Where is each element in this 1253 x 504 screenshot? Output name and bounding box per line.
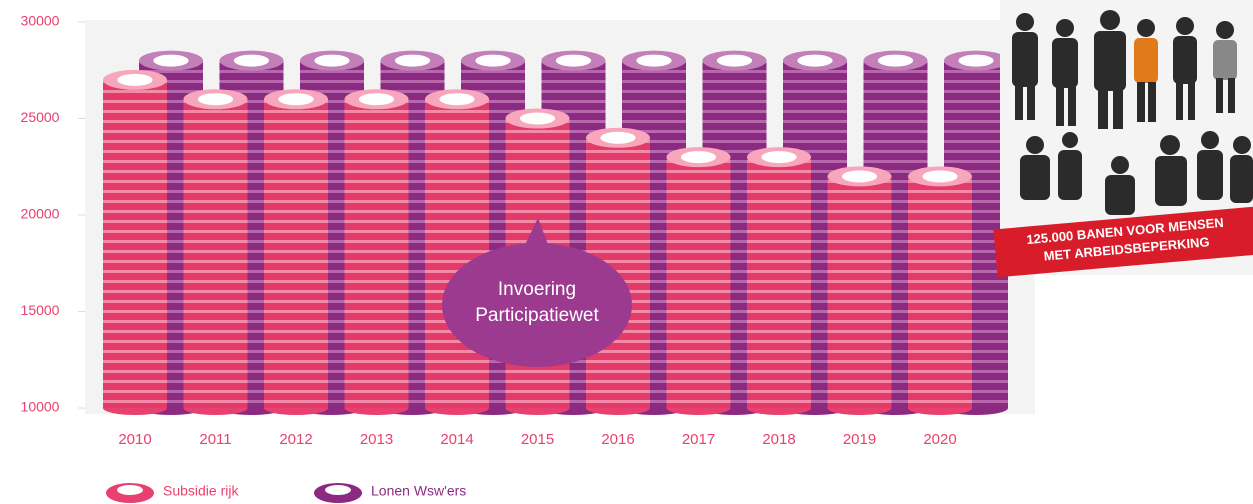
x-tick-label: 2018 bbox=[762, 431, 795, 448]
coin-center bbox=[877, 54, 914, 67]
coin-center bbox=[716, 54, 753, 67]
silhouettes bbox=[1012, 10, 1253, 215]
coin-center bbox=[233, 54, 270, 67]
x-tick-label: 2020 bbox=[923, 431, 956, 448]
bar bbox=[425, 99, 489, 408]
y-tick-label: 15000 bbox=[21, 302, 60, 318]
y-tick-label: 25000 bbox=[21, 109, 60, 125]
x-tick-label: 2014 bbox=[440, 431, 473, 448]
photo: 125.000 BANEN VOOR MENSEN MET ARBEIDSBEP… bbox=[993, 0, 1253, 278]
bar bbox=[103, 79, 167, 409]
legend-label: Subsidie rijk bbox=[163, 483, 239, 499]
coin-center bbox=[555, 54, 592, 67]
coin-center bbox=[761, 151, 797, 164]
x-tick-label: 2012 bbox=[279, 431, 312, 448]
annotation-text: Participatiewet bbox=[475, 305, 599, 326]
bar bbox=[344, 99, 409, 408]
bar bbox=[747, 157, 811, 408]
y-tick-label: 30000 bbox=[21, 13, 60, 29]
x-tick-label: 2019 bbox=[843, 431, 876, 448]
x-tick-label: 2016 bbox=[601, 431, 634, 448]
legend-label: Lonen Wsw'ers bbox=[371, 483, 466, 499]
annotation-text: Invoering bbox=[498, 279, 576, 300]
coin-center bbox=[636, 54, 672, 67]
coin-center bbox=[958, 54, 994, 67]
coin-center bbox=[519, 112, 556, 125]
coin-center bbox=[117, 73, 153, 86]
x-tick-label: 2011 bbox=[199, 431, 231, 448]
annotation-bubble bbox=[442, 243, 632, 367]
legend-swatch-center bbox=[325, 485, 351, 495]
bar bbox=[264, 99, 328, 408]
y-tick-label: 20000 bbox=[21, 206, 60, 222]
coin-center bbox=[197, 93, 234, 106]
x-tick-label: 2013 bbox=[360, 431, 393, 448]
coin-center bbox=[797, 54, 833, 67]
coin-center bbox=[153, 54, 189, 67]
legend-swatch-center bbox=[117, 485, 143, 495]
coin-center bbox=[475, 54, 511, 67]
coin-center bbox=[680, 151, 717, 164]
banner-background bbox=[993, 206, 1253, 278]
coin-center bbox=[358, 93, 395, 106]
coin-center bbox=[394, 54, 431, 67]
coin-center bbox=[314, 54, 350, 67]
bar bbox=[908, 176, 972, 408]
coin-center bbox=[922, 170, 958, 183]
bar bbox=[183, 99, 248, 408]
x-tick-label: 2017 bbox=[682, 431, 715, 448]
y-tick-label: 10000 bbox=[21, 399, 60, 415]
x-tick-label: 2015 bbox=[521, 431, 554, 448]
coin-center bbox=[600, 131, 636, 144]
x-tick-label: 2010 bbox=[118, 431, 151, 448]
bar bbox=[666, 157, 731, 408]
bar bbox=[827, 176, 892, 408]
coin-center bbox=[841, 170, 878, 183]
coin-center bbox=[439, 93, 475, 106]
coin-center bbox=[278, 93, 314, 106]
